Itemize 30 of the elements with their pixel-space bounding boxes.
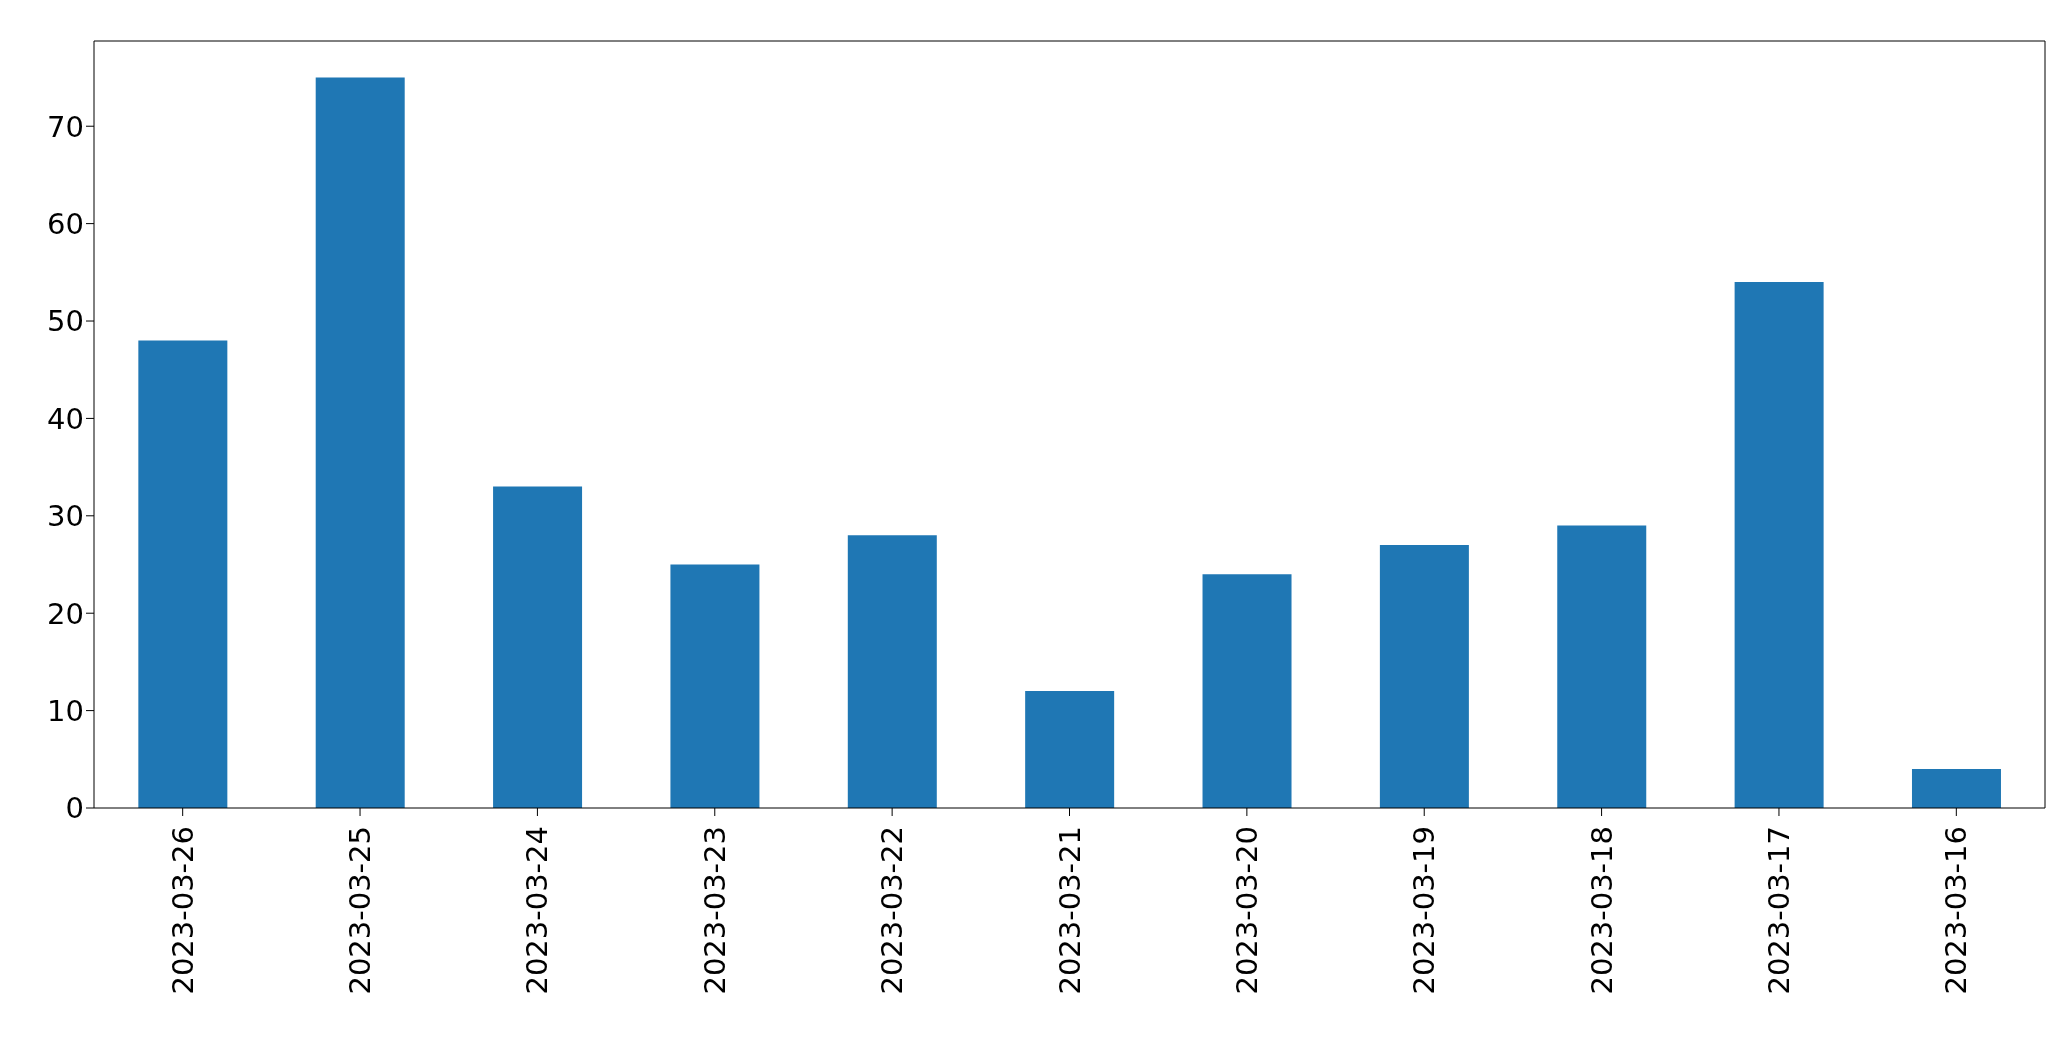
bar [138, 340, 228, 808]
x-tick-label: 2023-03-23 [697, 826, 732, 995]
y-tick-label: 20 [47, 596, 84, 631]
bar [315, 77, 405, 808]
x-tick-label: 2023-03-24 [520, 826, 555, 995]
y-tick-label: 70 [47, 109, 84, 144]
y-tick-label: 30 [47, 499, 84, 534]
bar [493, 486, 583, 808]
x-tick-label: 2023-03-18 [1584, 826, 1619, 995]
bar [1734, 282, 1824, 808]
bar [1202, 574, 1292, 808]
x-tick-label: 2023-03-22 [875, 826, 910, 995]
x-tick-label: 2023-03-26 [165, 826, 200, 995]
bar [1557, 525, 1647, 808]
y-tick-label: 0 [65, 791, 84, 826]
y-tick-label: 10 [47, 693, 84, 728]
x-tick-label: 2023-03-17 [1761, 826, 1796, 995]
x-tick-label: 2023-03-25 [343, 826, 378, 995]
x-tick-label: 2023-03-21 [1052, 826, 1087, 995]
bar [1025, 691, 1115, 808]
bar [847, 535, 937, 808]
bar [1911, 769, 2001, 808]
y-tick-label: 40 [47, 401, 84, 436]
x-tick-label: 2023-03-16 [1939, 826, 1974, 995]
x-tick-label: 2023-03-19 [1407, 826, 1442, 995]
y-tick-label: 60 [47, 206, 84, 241]
y-tick-label: 50 [47, 304, 84, 339]
bar [1379, 545, 1469, 808]
x-tick-label: 2023-03-20 [1229, 826, 1264, 995]
bar [670, 564, 760, 808]
